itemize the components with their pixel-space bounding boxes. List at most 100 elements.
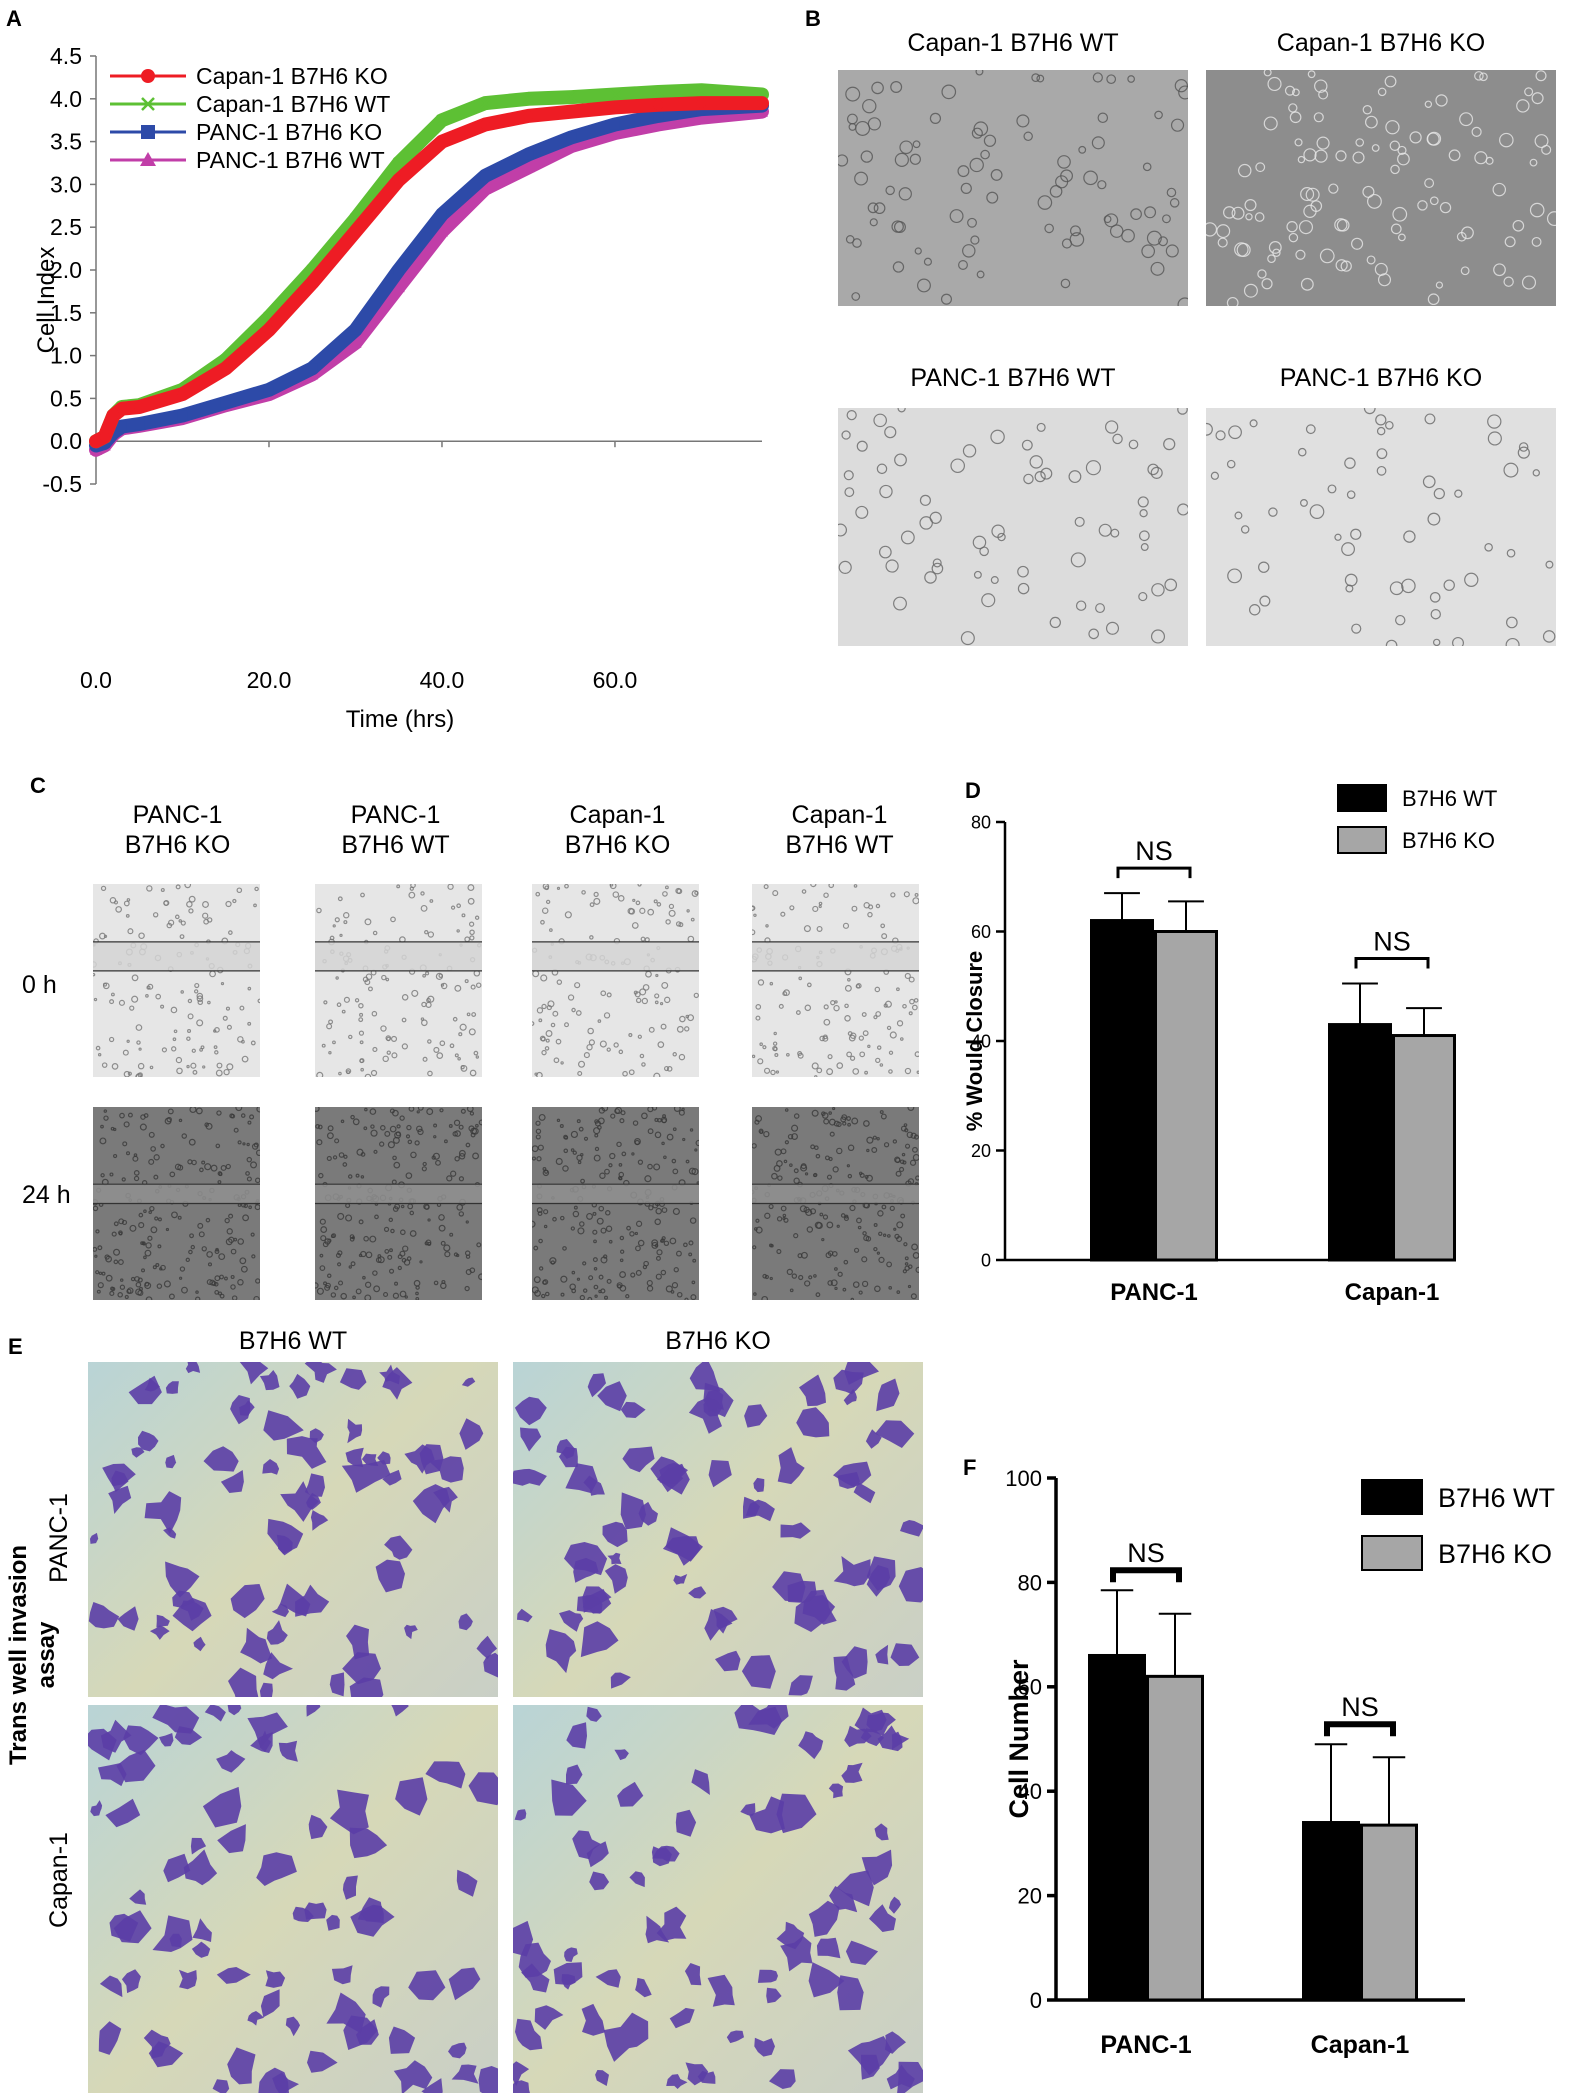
stained-cell — [113, 1910, 152, 1944]
cell — [440, 1282, 447, 1290]
cell — [847, 1144, 855, 1152]
cell — [1258, 561, 1270, 573]
stained-cell — [183, 1849, 218, 1886]
cell — [392, 1109, 399, 1117]
cell — [122, 1049, 129, 1056]
stained-cell — [769, 2069, 796, 2089]
cell — [181, 1286, 188, 1294]
stained-cell — [227, 2047, 256, 2085]
cell — [339, 933, 343, 938]
cell — [899, 140, 914, 155]
cell — [464, 979, 469, 984]
cell — [1297, 155, 1306, 164]
cell — [671, 1158, 677, 1164]
cell — [1206, 222, 1218, 237]
cell — [100, 1124, 104, 1129]
stained-cell — [425, 1761, 466, 1789]
cell — [654, 993, 660, 999]
cell — [110, 1126, 115, 1131]
cell — [202, 1065, 206, 1069]
cell — [840, 1213, 846, 1218]
stained-cell — [350, 1904, 395, 1937]
cell — [1139, 509, 1148, 518]
stained-cell — [886, 2064, 915, 2090]
cell — [898, 187, 912, 201]
cell — [1049, 185, 1063, 198]
cell — [845, 86, 861, 102]
cell — [836, 1062, 844, 1069]
cell — [131, 995, 139, 1003]
cell — [587, 1027, 594, 1035]
stained-cell — [635, 1977, 652, 1998]
cell — [829, 1131, 835, 1137]
cell — [401, 994, 409, 1001]
cell — [1516, 99, 1530, 113]
cell — [346, 1070, 351, 1075]
cell — [755, 1015, 761, 1021]
cell — [1340, 260, 1352, 272]
stained-cell — [572, 1830, 601, 1860]
bar-capan-1-1 — [1392, 1034, 1456, 1262]
stained-cell — [266, 1620, 288, 1645]
cell — [135, 1024, 143, 1031]
cell — [672, 1207, 680, 1216]
cell — [911, 1243, 919, 1251]
cell — [545, 1038, 550, 1043]
cell — [1409, 131, 1422, 144]
cell — [250, 1161, 258, 1169]
series-point — [263, 324, 274, 335]
y-tick-label: 1.5 — [50, 300, 82, 326]
cell — [619, 1258, 624, 1263]
cell — [912, 1146, 918, 1153]
cell — [860, 150, 873, 163]
cell — [837, 1271, 843, 1277]
cell — [773, 1031, 777, 1036]
cell — [536, 1207, 543, 1214]
cell — [169, 1171, 176, 1178]
cell — [383, 1226, 390, 1232]
legend-label-0: Capan-1 B7H6 KO — [196, 63, 388, 89]
cell — [126, 1288, 132, 1294]
cell — [906, 1131, 914, 1139]
cell — [859, 1051, 866, 1058]
cell — [187, 998, 193, 1004]
cell — [542, 1279, 549, 1285]
stained-cell — [247, 2011, 264, 2026]
series-point — [116, 403, 127, 414]
cell — [969, 157, 984, 173]
cell — [849, 1032, 857, 1040]
cell — [338, 1071, 342, 1076]
cell — [758, 1128, 764, 1134]
cell — [188, 908, 194, 914]
cell — [617, 895, 625, 902]
cell — [1040, 467, 1053, 480]
cell — [203, 918, 209, 925]
cell — [138, 1222, 145, 1229]
cell — [564, 1135, 569, 1140]
morphology-title-2: Capan-1 B7H6 KO — [1276, 29, 1486, 57]
cell — [365, 973, 373, 980]
cell — [246, 1142, 250, 1147]
stained-cell — [342, 1875, 358, 1900]
cell — [863, 902, 870, 909]
cell — [867, 202, 879, 214]
cell — [900, 1213, 906, 1219]
cell — [783, 1159, 788, 1164]
cell — [688, 1252, 693, 1257]
cell — [422, 1056, 428, 1062]
cell — [883, 1003, 888, 1008]
cell — [663, 1155, 667, 1160]
stained-cell — [558, 1446, 578, 1468]
cell — [685, 1014, 690, 1019]
cell — [1375, 414, 1387, 426]
stained-cell — [123, 1725, 159, 1756]
cell — [975, 70, 984, 76]
cell — [247, 986, 252, 991]
cell — [564, 911, 572, 919]
cell — [894, 152, 909, 167]
significance-label: NS — [1341, 1692, 1379, 1722]
cell — [619, 1271, 627, 1278]
stained-cell — [587, 1373, 606, 1398]
stained-cell — [382, 1367, 413, 1400]
cell — [215, 1247, 219, 1252]
